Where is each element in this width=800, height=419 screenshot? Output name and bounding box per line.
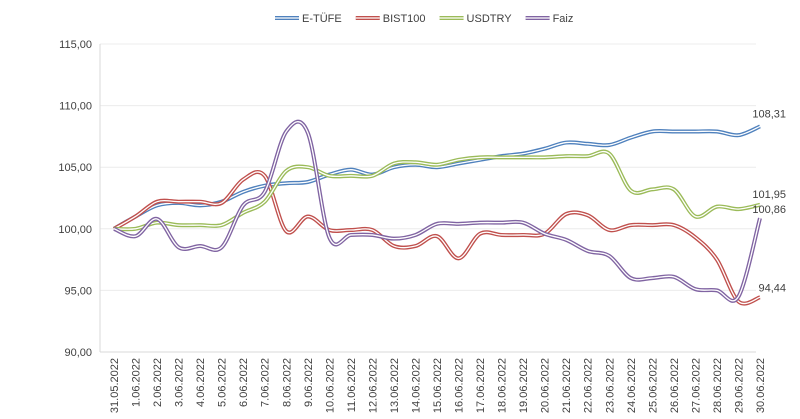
y-tick-label: 90,00 xyxy=(64,347,92,359)
end-labels: 108,31 94,44 101,95 100,86 xyxy=(752,108,786,294)
x-tick-label: 10.06.2022 xyxy=(324,358,336,413)
x-tick-label: 26.06.2022 xyxy=(669,358,681,413)
x-tick-label: 22.06.2022 xyxy=(583,358,595,413)
x-tick-label: 20.06.2022 xyxy=(540,358,552,413)
x-tick-label: 6.06.2022 xyxy=(238,358,250,407)
series-line-inner-3 xyxy=(113,121,761,302)
x-tick-label: 12.06.2022 xyxy=(367,358,379,413)
x-tick-label: 16.06.2022 xyxy=(454,358,466,413)
x-tick-label: 8.06.2022 xyxy=(281,358,293,407)
x-tick-label: 15.06.2022 xyxy=(432,358,444,413)
gridlines xyxy=(99,43,756,353)
x-tick-label: 1.06.2022 xyxy=(131,358,143,407)
y-axis-ticks: 90,00 95,00 100,00 105,00 110,00 115,00 xyxy=(58,39,92,359)
series-line-0 xyxy=(113,124,761,231)
series-line-1 xyxy=(113,170,761,306)
x-tick-label: 11.06.2022 xyxy=(346,358,358,412)
legend-label: E-TÜFE xyxy=(302,13,342,25)
x-tick-label: 28.06.2022 xyxy=(712,358,724,413)
x-tick-label: 3.06.2022 xyxy=(174,358,186,407)
x-tick-label: 18.06.2022 xyxy=(497,358,509,413)
legend-label: Faiz xyxy=(553,13,574,25)
x-tick-label: 13.06.2022 xyxy=(389,358,401,413)
x-tick-label: 14.06.2022 xyxy=(410,358,422,413)
end-label: 108,31 xyxy=(752,108,786,120)
series-lines xyxy=(113,119,762,306)
end-label: 94,44 xyxy=(758,282,786,294)
end-label: 100,86 xyxy=(752,204,786,216)
x-axis-ticks: 31.05.2022 1.06.2022 2.06.2022 3.06.2022 4.0… xyxy=(109,358,767,413)
legend-label: USDTRY xyxy=(467,13,513,25)
x-tick-label: 23.06.2022 xyxy=(604,358,616,413)
x-tick-label: 25.06.2022 xyxy=(647,358,659,413)
series-line-inner-1 xyxy=(113,171,761,305)
y-tick-label: 110,00 xyxy=(59,101,92,113)
x-tick-label: 24.06.2022 xyxy=(626,358,638,413)
x-tick-label: 9.06.2022 xyxy=(303,358,315,407)
end-label: 101,95 xyxy=(752,189,786,201)
y-tick-label: 115,00 xyxy=(59,39,92,51)
y-tick-label: 95,00 xyxy=(64,285,92,297)
x-tick-label: 4.06.2022 xyxy=(195,358,207,407)
legend-label: BIST100 xyxy=(383,13,426,25)
x-tick-label: 2.06.2022 xyxy=(152,358,164,407)
x-tick-label: 17.06.2022 xyxy=(475,358,487,413)
x-tick-label: 31.05.2022 xyxy=(109,358,121,413)
series-line-3 xyxy=(113,119,762,303)
x-tick-label: 5.06.2022 xyxy=(217,358,229,407)
x-tick-label: 7.06.2022 xyxy=(260,358,272,407)
x-tick-label: 27.06.2022 xyxy=(690,358,702,413)
legend: E-TÜFE BIST100 USDTRY Faiz xyxy=(275,13,573,25)
series-line-2 xyxy=(113,149,761,232)
series-line-inner-0 xyxy=(113,125,761,230)
x-tick-label: 19.06.2022 xyxy=(518,358,530,413)
y-tick-label: 100,00 xyxy=(58,224,92,236)
series-line-inner-2 xyxy=(113,150,761,230)
x-tick-label: 29.06.2022 xyxy=(733,358,745,413)
x-tick-label: 30.06.2022 xyxy=(755,358,767,413)
y-tick-label: 105,00 xyxy=(58,162,92,174)
x-tick-label: 21.06.2022 xyxy=(561,358,573,413)
